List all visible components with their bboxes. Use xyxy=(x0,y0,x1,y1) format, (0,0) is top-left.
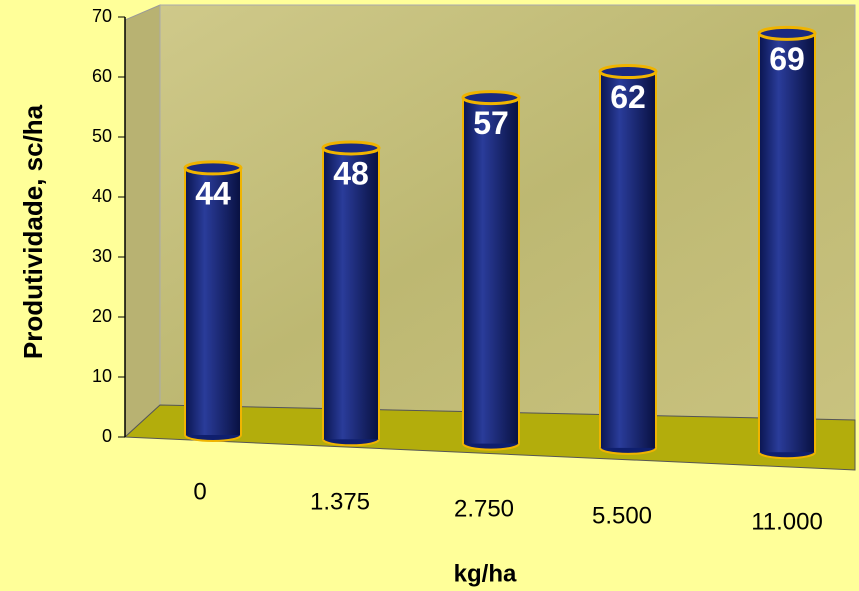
bar xyxy=(185,167,241,436)
bar-top xyxy=(461,90,521,106)
bar xyxy=(463,97,519,444)
y-tick-label: 50 xyxy=(92,126,112,146)
data-label: 57 xyxy=(473,105,509,141)
data-label: 62 xyxy=(610,79,646,115)
bar-top xyxy=(183,160,243,176)
data-label: 44 xyxy=(195,175,231,211)
x-axis-label: kg/ha xyxy=(454,560,517,587)
data-label: 48 xyxy=(333,155,369,191)
bar xyxy=(600,71,656,448)
y-axis-label: Produtividade, sc/ha xyxy=(18,104,48,359)
bar-top xyxy=(757,25,817,41)
y-tick-label: 10 xyxy=(92,366,112,386)
bar-top xyxy=(598,64,658,80)
x-tick-label: 1.375 xyxy=(310,488,370,515)
y-tick-label: 30 xyxy=(92,246,112,266)
side-wall xyxy=(124,4,161,439)
bar xyxy=(759,33,815,453)
x-tick-label: 5.500 xyxy=(592,502,652,529)
bar-top xyxy=(321,140,381,156)
x-tick-label: 0 xyxy=(193,478,206,505)
y-tick-label: 60 xyxy=(92,66,112,86)
x-tick-label: 2.750 xyxy=(454,495,514,522)
data-label: 69 xyxy=(769,41,805,77)
y-tick-label: 20 xyxy=(92,306,112,326)
x-tick-label: 11.000 xyxy=(751,508,823,535)
y-tick-label: 40 xyxy=(92,186,112,206)
y-tick-label: 70 xyxy=(92,6,112,26)
bar xyxy=(323,147,379,440)
y-tick-label: 0 xyxy=(102,426,112,446)
